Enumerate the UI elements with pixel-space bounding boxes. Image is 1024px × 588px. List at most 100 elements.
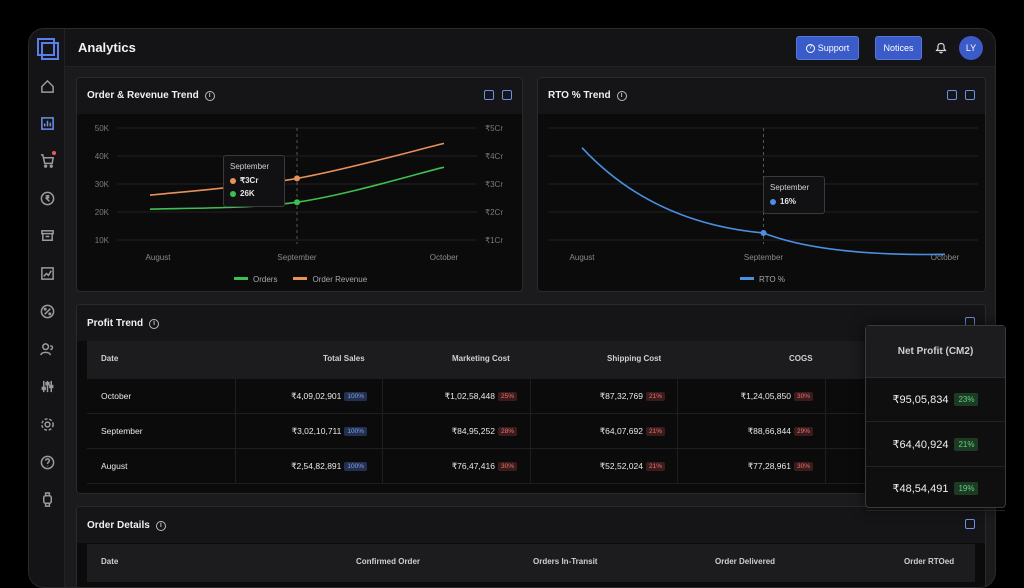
column-divider — [825, 449, 826, 484]
x-tick-label: August — [146, 253, 172, 262]
cart-notification-dot — [52, 151, 56, 155]
y2-tick-label: ₹2Cr — [485, 208, 503, 217]
tooltip-orders-row: 26K — [230, 189, 278, 198]
legend-revenue[interactable]: Order Revenue — [293, 275, 367, 284]
column-divider — [382, 414, 383, 449]
table-row: August ₹2,54,82,891 100% ₹76,47,416 30% ₹52,5… — [87, 449, 975, 484]
app-window: Analytics ? Support Notices LY Order & R… — [28, 28, 996, 588]
net-profit-value: ₹64,40,924 — [892, 438, 949, 451]
home-icon[interactable] — [38, 77, 56, 95]
col-date[interactable]: Date — [101, 557, 119, 566]
chart-legend: Orders Order Revenue — [234, 275, 367, 284]
col-date[interactable]: Date — [101, 354, 119, 363]
tooltip-month: September — [770, 183, 810, 192]
row-shipping: ₹64,07,692 21% — [600, 426, 665, 437]
col-marketing-cost[interactable]: Marketing Cost — [452, 354, 510, 363]
row-cogs: ₹77,28,961 30% — [748, 461, 813, 472]
logo-icon — [37, 38, 59, 60]
order-details-title: Order Details — [87, 520, 150, 531]
row-sales: ₹4,09,02,901 100% — [291, 391, 367, 402]
row-marketing: ₹76,47,416 30% — [452, 461, 517, 472]
bell-icon[interactable] — [934, 40, 948, 54]
archive-icon[interactable] — [38, 226, 56, 244]
x-tick-label: September — [277, 253, 316, 262]
users-icon[interactable] — [38, 340, 56, 358]
settings-icon[interactable] — [38, 415, 56, 433]
chart-tooltip: September 16% — [763, 176, 825, 214]
tooltip-month: September — [230, 162, 270, 171]
topbar: Analytics ? Support Notices LY — [65, 29, 995, 67]
notices-button[interactable]: Notices — [875, 36, 922, 60]
column-divider — [530, 414, 531, 449]
card-header: Order Details i — [77, 507, 985, 543]
order-revenue-card: Order & Revenue Trend i 50K ₹5Cr 40K ₹4Cr 30… — [76, 77, 523, 292]
column-divider — [825, 414, 826, 449]
marketing-pct-badge: 28% — [497, 427, 517, 436]
table-view-icon[interactable] — [502, 90, 512, 100]
table-view-icon[interactable] — [965, 90, 975, 100]
trend-icon[interactable] — [38, 264, 56, 282]
info-icon[interactable]: i — [149, 318, 160, 329]
cogs-value: ₹77,28,961 — [747, 461, 791, 471]
save-icon[interactable] — [947, 90, 957, 100]
col-total-sales[interactable]: Total Sales — [323, 354, 365, 363]
tooltip-rto-row: 16% — [770, 197, 818, 206]
profit-trend-card: Profit Trend i Date Total Sales Marketin… — [76, 304, 986, 494]
net-profit-header[interactable]: Net Profit (CM2) — [866, 326, 1005, 378]
y-tick-label: 30K — [95, 180, 110, 189]
column-divider — [382, 449, 383, 484]
info-icon[interactable]: i — [616, 90, 627, 101]
legend-orders[interactable]: Orders — [234, 275, 277, 284]
info-icon[interactable]: i — [155, 520, 166, 531]
cogs-value: ₹1,24,05,850 — [740, 391, 791, 401]
sales-pct-badge: 100% — [344, 427, 367, 436]
row-marketing: ₹1,02,58,448 25% — [445, 391, 517, 402]
x-tick-label: September — [744, 253, 783, 262]
col-order-rtoed[interactable]: Order RTOed — [904, 557, 955, 566]
table-header: Date Total Sales Marketing Cost Shipping… — [87, 341, 975, 379]
column-divider — [530, 379, 531, 414]
card-title: RTO % Trend i — [548, 90, 627, 101]
marketing-value: ₹1,02,58,448 — [444, 391, 495, 401]
analytics-icon[interactable] — [38, 114, 56, 132]
rupee-icon[interactable] — [38, 189, 56, 207]
y-tick-label: 20K — [95, 208, 110, 217]
avatar[interactable]: LY — [959, 36, 983, 60]
net-profit-pct-badge: 19% — [954, 482, 979, 495]
support-button[interactable]: ? Support — [796, 36, 859, 60]
column-divider — [235, 414, 236, 449]
sales-value: ₹4,09,02,901 — [291, 391, 342, 401]
y-tick-label: 40K — [95, 152, 110, 161]
help-icon[interactable] — [38, 453, 56, 471]
watch-icon[interactable] — [38, 490, 56, 508]
save-icon[interactable] — [965, 519, 975, 529]
tooltip-revenue: ₹3Cr — [240, 176, 259, 185]
chart-legend: RTO % — [740, 275, 785, 284]
marketing-pct-badge: 30% — [497, 462, 517, 471]
legend-rto[interactable]: RTO % — [740, 275, 785, 284]
legend-rto-label: RTO % — [759, 275, 785, 284]
save-icon[interactable] — [484, 90, 494, 100]
cart-icon[interactable] — [38, 151, 56, 169]
net-profit-pct-badge: 23% — [954, 393, 979, 406]
y2-tick-label: ₹4Cr — [485, 152, 503, 161]
net-profit-popout: Net Profit (CM2) ₹95,05,834 23% ₹64,40,924… — [865, 325, 1006, 511]
row-sales: ₹3,02,10,711 100% — [292, 426, 367, 437]
profit-title: Profit Trend — [87, 318, 144, 329]
col-confirmed-order[interactable]: Confirmed Order — [356, 557, 421, 566]
shipping-pct-badge: 21% — [645, 427, 665, 436]
net-profit-value: ₹48,54,491 — [892, 483, 949, 495]
card-title: Profit Trend i — [87, 318, 160, 329]
row-cogs: ₹88,66,844 29% — [748, 426, 813, 437]
y2-tick-label: ₹3Cr — [485, 180, 503, 189]
percent-icon[interactable] — [38, 302, 56, 320]
col-shipping-cost[interactable]: Shipping Cost — [607, 354, 662, 363]
info-icon[interactable]: i — [204, 90, 215, 101]
revenue-point — [294, 175, 300, 182]
sliders-icon[interactable] — [38, 377, 56, 395]
column-divider — [825, 379, 826, 414]
col-orders-in-transit[interactable]: Orders In-Transit — [533, 557, 598, 566]
col-cogs[interactable]: COGS — [789, 354, 813, 363]
col-order-delivered[interactable]: Order Delivered — [715, 557, 776, 566]
x-tick-label: October — [430, 253, 459, 262]
